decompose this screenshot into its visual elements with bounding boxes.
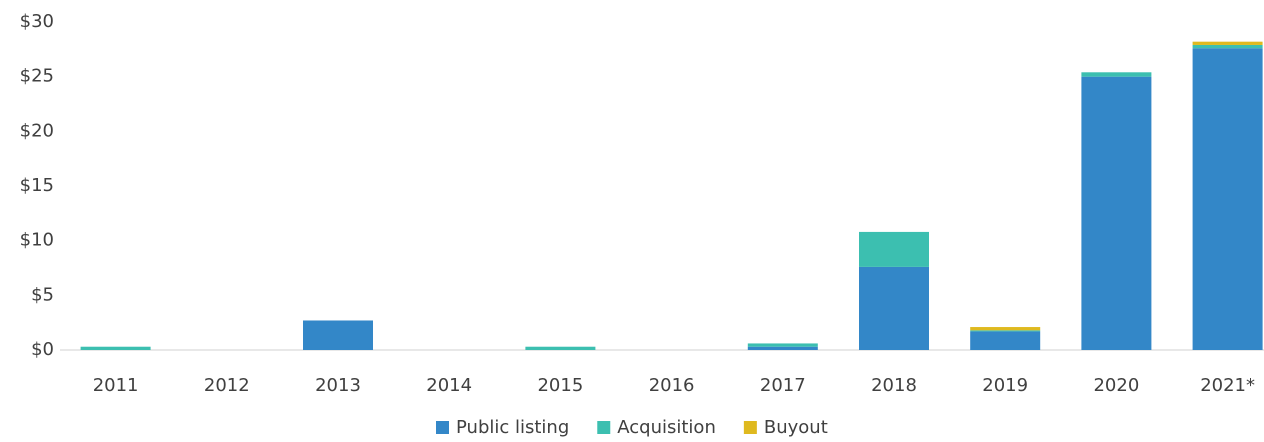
bar-segment xyxy=(1081,76,1152,351)
bar-segment xyxy=(859,231,929,267)
bar-segment xyxy=(80,346,151,350)
y-tick-label: $5 xyxy=(31,284,54,305)
bar-segment xyxy=(303,320,373,350)
legend-swatch xyxy=(436,421,449,434)
legend-swatch xyxy=(597,421,611,434)
y-tick-label: $10 xyxy=(20,230,54,251)
y-tick-label: $30 xyxy=(20,11,54,32)
legend-label: Public listing xyxy=(456,417,569,438)
bar-segment xyxy=(1192,44,1263,49)
bar-segment xyxy=(1192,41,1263,45)
legend-label: Buyout xyxy=(764,417,828,438)
legend-label: Acquisition xyxy=(617,417,716,438)
x-tick-label: 2014 xyxy=(426,375,472,396)
x-tick-label: 2017 xyxy=(760,375,806,396)
bar-segment xyxy=(525,346,596,350)
y-tick-label: $20 xyxy=(20,120,54,141)
bar-segment xyxy=(747,346,818,350)
bar-segment xyxy=(970,331,1041,350)
x-tick-label: 2013 xyxy=(315,375,361,396)
x-tick-label: 2015 xyxy=(537,375,583,396)
legend: Public listing Acquisition Buyout xyxy=(436,417,828,438)
y-tick-label: $25 xyxy=(20,66,54,87)
y-tick-label: $15 xyxy=(20,175,54,196)
y-tick-label: $0 xyxy=(31,339,54,360)
bar-segment xyxy=(970,327,1041,331)
x-tick-label: 2018 xyxy=(871,375,917,396)
x-tick-label: 2012 xyxy=(204,375,250,396)
bar-segment xyxy=(970,330,1041,332)
bar-segment xyxy=(859,266,929,350)
x-tick-label: 2021* xyxy=(1200,375,1255,396)
bar-segment xyxy=(1081,72,1152,77)
x-tick-label: 2020 xyxy=(1093,375,1139,396)
x-tick-label: 2011 xyxy=(93,375,139,396)
bar-segment xyxy=(1192,48,1263,351)
legend-swatch xyxy=(743,421,757,434)
x-tick-label: 2019 xyxy=(982,375,1028,396)
x-tick-label: 2016 xyxy=(649,375,695,396)
bar-segment xyxy=(747,343,818,347)
